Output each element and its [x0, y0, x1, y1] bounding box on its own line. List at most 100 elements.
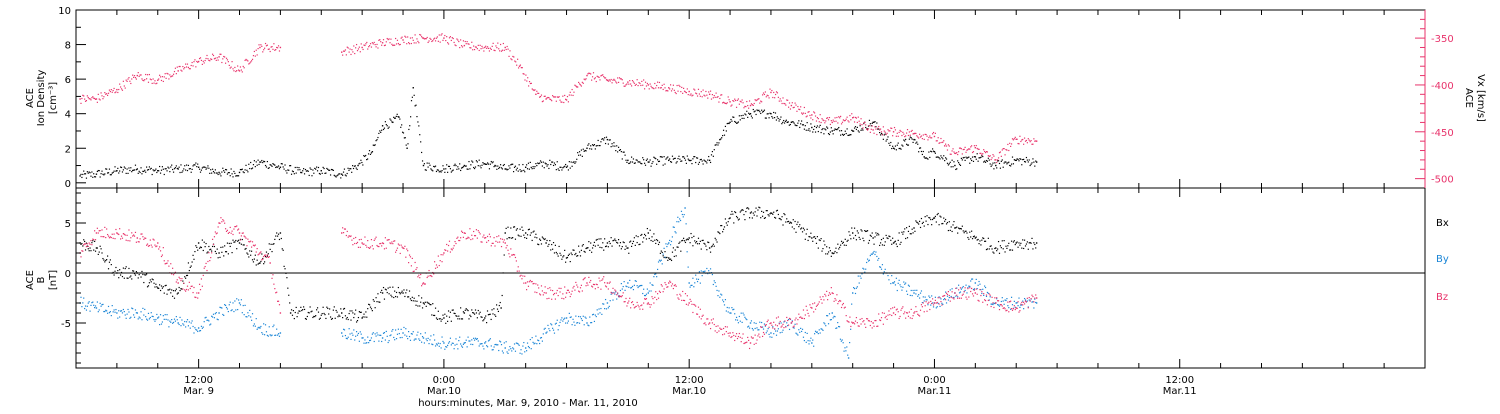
bz-series-point	[652, 298, 653, 299]
bx-series-point	[856, 239, 857, 240]
density-series-point	[829, 134, 830, 135]
by-series-point	[364, 339, 365, 340]
bz-series-point	[219, 223, 220, 224]
density-series-point	[604, 137, 605, 138]
bz-series-point	[538, 287, 539, 288]
vx-series-point	[422, 37, 423, 38]
vx-series-point	[134, 75, 135, 76]
by-series-point	[704, 271, 705, 272]
bz-series-point	[161, 256, 162, 257]
vx-series-point	[559, 96, 560, 97]
bx-series-point	[754, 215, 755, 216]
density-series-point	[1004, 162, 1005, 163]
vx-series-point	[234, 67, 235, 68]
by-series-point	[521, 353, 522, 354]
bz-series-point	[695, 306, 696, 307]
density-series-point	[220, 175, 221, 176]
bx-series-point	[531, 232, 532, 233]
density-series-point	[650, 166, 651, 167]
bz-series-point	[351, 240, 352, 241]
bz-series-point	[726, 331, 727, 332]
density-series-point	[577, 152, 578, 153]
bz-series-point	[127, 240, 128, 241]
bz-series-point	[873, 326, 874, 327]
vx-series-point	[357, 50, 358, 51]
bx-series-point	[619, 245, 620, 246]
bx-series-point	[384, 299, 385, 300]
vx-series-point	[644, 88, 645, 89]
by-series-point	[912, 290, 913, 291]
bz-series-point	[819, 301, 820, 302]
density-series-point	[536, 165, 537, 166]
density-series-point	[414, 95, 415, 96]
bz-series-point	[714, 324, 715, 325]
density-series-point	[296, 172, 297, 173]
vx-series-point	[707, 98, 708, 99]
bx-series-point	[492, 313, 493, 314]
density-series-point	[297, 169, 298, 170]
bx-series-point	[91, 242, 92, 243]
bx-series-point	[349, 310, 350, 311]
bx-series-point	[716, 241, 717, 242]
bz-series-point	[437, 267, 438, 268]
bx-series-point	[690, 242, 691, 243]
by-series-point	[162, 321, 163, 322]
by-series-point	[682, 214, 683, 215]
density-series-point	[947, 163, 948, 164]
vx-series-point	[98, 94, 99, 95]
bx-series-point	[339, 316, 340, 317]
bz-series-point	[625, 298, 626, 299]
vx-series-point	[778, 97, 779, 98]
bx-series-point	[546, 240, 547, 241]
bx-series-point	[431, 314, 432, 315]
bx-series-point	[622, 246, 623, 247]
vx-series-point	[113, 88, 114, 89]
bx-series-point	[723, 229, 724, 230]
vx-series-point	[761, 101, 762, 102]
vx-series-point	[435, 40, 436, 41]
bz-series-point	[940, 301, 941, 302]
by-series-point	[149, 318, 150, 319]
bx-series-point	[745, 211, 746, 212]
by-series-point	[510, 348, 511, 349]
bx-series-point	[463, 311, 464, 312]
bx-series-point	[466, 308, 467, 309]
vx-series-point	[781, 103, 782, 104]
by-series-point	[243, 305, 244, 306]
bx-series-point	[614, 238, 615, 239]
vx-series-point	[164, 76, 165, 77]
vx-series-point	[680, 91, 681, 92]
bx-series-point	[621, 248, 622, 249]
density-series-point	[205, 169, 206, 170]
by-series-point	[395, 329, 396, 330]
vx-series-point	[647, 83, 648, 84]
bx-series-point	[696, 241, 697, 242]
vx-series-point	[147, 74, 148, 75]
by-series-point	[457, 348, 458, 349]
bz-series-point	[572, 287, 573, 288]
bx-series-point	[872, 237, 873, 238]
vx-series-point	[629, 80, 630, 81]
by-series-point	[428, 338, 429, 339]
bz-series-point	[809, 304, 810, 305]
vx-series-point	[935, 133, 936, 134]
bz-series-point	[1004, 307, 1005, 308]
by-series-point	[342, 336, 343, 337]
density-series-point	[129, 170, 130, 171]
by-series-point	[265, 324, 266, 325]
density-series-point	[313, 173, 314, 174]
density-series-point	[801, 120, 802, 121]
bx-series-point	[289, 302, 290, 303]
by-series-point	[518, 343, 519, 344]
bx-series-point	[570, 261, 571, 262]
bx-series-point	[348, 319, 349, 320]
density-series-point	[175, 167, 176, 168]
bz-series-point	[453, 248, 454, 249]
by-series-point	[135, 309, 136, 310]
density-series-point	[957, 160, 958, 161]
bx-series-point	[786, 218, 787, 219]
density-series-point	[643, 159, 644, 160]
density-series-point	[134, 169, 135, 170]
density-series-point	[540, 160, 541, 161]
density-series-point	[858, 130, 859, 131]
